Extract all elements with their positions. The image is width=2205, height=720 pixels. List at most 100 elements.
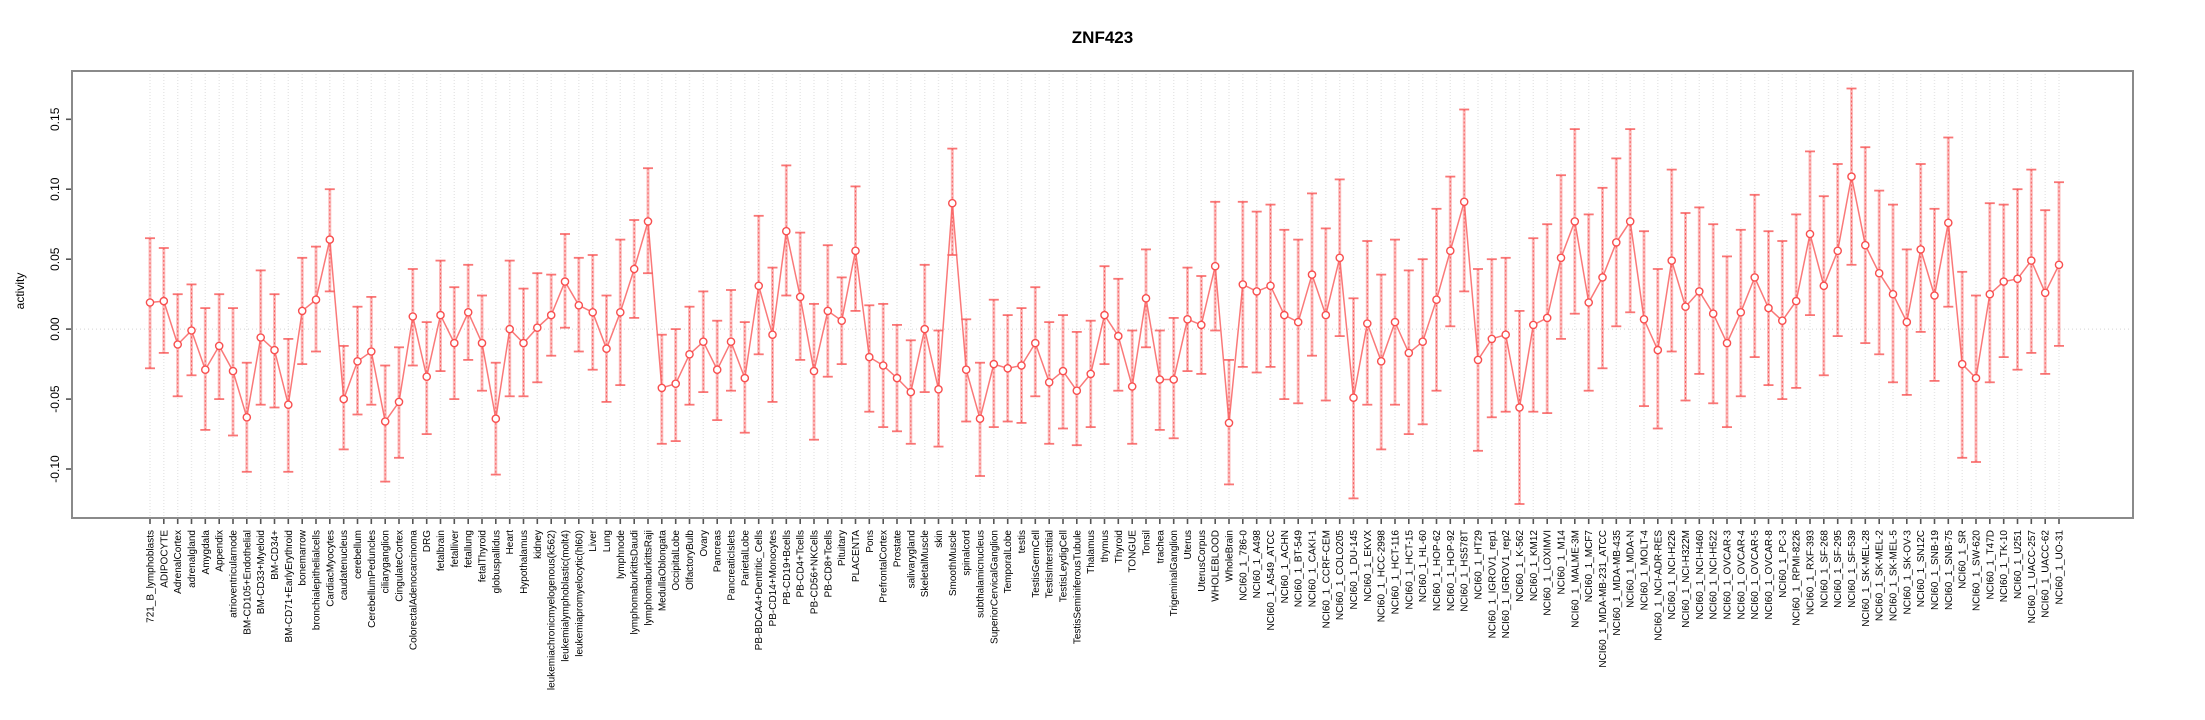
x-tick-label: SkeletalMuscle bbox=[920, 530, 931, 598]
x-tick-label: NCI60_1_SN12C bbox=[1916, 530, 1927, 607]
data-point bbox=[1280, 310, 1289, 320]
x-tick-label: NCI60_1_A498 bbox=[1252, 530, 1263, 599]
data-point bbox=[477, 338, 487, 348]
x-tick-label: NCI60_1_MDA-MB-231_ATCC bbox=[1598, 530, 1609, 668]
data-point bbox=[449, 338, 459, 348]
data-point bbox=[1266, 281, 1275, 291]
data-point bbox=[1861, 240, 1870, 250]
x-tick-label: PB-CD4+Tcells bbox=[796, 530, 807, 598]
x-tick-label: PrefrontalCortex bbox=[879, 530, 890, 603]
data-point bbox=[1625, 217, 1635, 226]
data-point bbox=[1169, 375, 1178, 384]
x-tick-label: NCI60_1_OVCAR-3 bbox=[1723, 530, 1734, 620]
x-tick-label: NCI60_1_NCI-H460 bbox=[1695, 530, 1706, 620]
data-point bbox=[865, 352, 874, 362]
x-tick-label: OccipitalLobe bbox=[671, 530, 682, 591]
data-point bbox=[1100, 310, 1109, 320]
data-point bbox=[1930, 291, 1939, 300]
x-tick-label: NCI60_1_IGROV1_rep1 bbox=[1487, 530, 1498, 639]
data-point bbox=[1210, 261, 1220, 271]
data-point bbox=[1363, 319, 1372, 328]
data-point bbox=[1238, 280, 1248, 289]
data-point bbox=[1612, 238, 1621, 247]
data-point bbox=[1985, 289, 1995, 299]
x-tick-label: ColorectalAdenocarcinoma bbox=[408, 530, 419, 651]
x-tick-label: Ovary bbox=[699, 530, 710, 557]
x-tick-label: NCI60_1_EKVX bbox=[1363, 530, 1374, 602]
data-point bbox=[574, 300, 584, 310]
data-point bbox=[989, 359, 999, 369]
x-tick-label: bronchialepithelialcells bbox=[312, 530, 323, 630]
x-tick-label: NCI60_1_LOXIMVI bbox=[1543, 530, 1554, 616]
x-tick-label: NCI60_1_T47D bbox=[1985, 530, 1996, 599]
x-tick-label: NCI60_1_OVCAR-8 bbox=[1764, 530, 1775, 620]
y-tick-label: -0.10 bbox=[48, 455, 62, 483]
x-tick-label: DRG bbox=[422, 530, 433, 552]
y-tick-label: -0.05 bbox=[48, 385, 62, 413]
data-point bbox=[920, 324, 930, 334]
x-tick-label: 721_B_lymphoblasts bbox=[146, 530, 157, 623]
data-point bbox=[2027, 256, 2036, 265]
data-point bbox=[795, 292, 805, 302]
data-point bbox=[2054, 260, 2064, 270]
x-tick-label: Heart bbox=[505, 530, 516, 555]
data-point bbox=[546, 310, 556, 320]
x-tick-label: NCI60_1_SF-268 bbox=[1819, 530, 1830, 608]
data-point bbox=[1708, 309, 1718, 319]
x-tick-label: NCI60_1_U251 bbox=[2013, 530, 2024, 599]
data-point bbox=[699, 337, 708, 347]
data-point bbox=[851, 246, 860, 256]
x-tick-label: NCI60_1_KM12 bbox=[1529, 530, 1540, 602]
x-tick-label: NCI60_1_786-0 bbox=[1238, 530, 1249, 601]
x-tick-label: skin bbox=[934, 530, 945, 548]
data-point bbox=[325, 235, 335, 244]
data-point bbox=[1957, 359, 1967, 369]
x-tick-label: leukemialymphoblastic(molt4) bbox=[561, 530, 572, 662]
data-point bbox=[1197, 320, 1206, 330]
data-point bbox=[1778, 316, 1787, 326]
x-tick-label: NCI60_1_RXF-393 bbox=[1806, 530, 1817, 615]
data-point bbox=[1833, 246, 1842, 256]
y-tick-label: 0.00 bbox=[48, 317, 62, 341]
x-tick-label: NCI60_1_TK-10 bbox=[1999, 530, 2010, 603]
data-point bbox=[1888, 289, 1898, 299]
x-tick-label: thymus bbox=[1100, 530, 1111, 562]
x-tick-label: Thalamus bbox=[1086, 530, 1097, 574]
data-point bbox=[1252, 287, 1261, 296]
data-point bbox=[975, 414, 985, 424]
data-point bbox=[629, 264, 639, 274]
x-tick-label: fetallung bbox=[464, 530, 475, 568]
data-point bbox=[173, 340, 182, 349]
data-point bbox=[934, 384, 943, 394]
x-tick-label: NCI60_1_SR bbox=[1958, 530, 1969, 589]
data-point bbox=[200, 365, 210, 375]
x-tick-label: NCI60_1_OVCAR-4 bbox=[1736, 530, 1747, 620]
plot-box bbox=[71, 70, 2134, 519]
data-point bbox=[228, 366, 238, 376]
x-tick-label: OlfactoryBulb bbox=[685, 530, 696, 590]
x-tick-label: BM-CD33+Myeloid bbox=[256, 530, 267, 614]
error-bars bbox=[145, 87, 2064, 505]
data-point bbox=[1529, 320, 1538, 330]
x-tick-label: NCI60_1_MOLT-4 bbox=[1640, 530, 1651, 611]
data-point bbox=[463, 307, 473, 317]
x-tick-label: NCI60_1_K-562 bbox=[1515, 530, 1526, 602]
data-point bbox=[1114, 331, 1123, 341]
x-tick-label: NCI60_1_ACHN bbox=[1280, 530, 1291, 603]
data-point bbox=[380, 417, 390, 426]
data-point bbox=[1681, 302, 1690, 312]
x-tick-label: TestisGermCell bbox=[1031, 530, 1042, 598]
data-point bbox=[754, 281, 764, 291]
x-tick-label: NCI60_1_SNB-75 bbox=[1944, 530, 1955, 610]
data-point bbox=[1293, 317, 1303, 327]
x-tick-label: NCI60_1_UO-31 bbox=[2055, 530, 2066, 605]
data-point bbox=[1224, 418, 1234, 428]
x-tick-label: PB-CD56+NKCells bbox=[810, 530, 821, 614]
data-point bbox=[712, 365, 722, 375]
x-tick-label: NCI60_1_COLO205 bbox=[1335, 530, 1346, 620]
data-point bbox=[1902, 317, 1912, 327]
x-tick-label: NCI60_1_HCC-2998 bbox=[1377, 530, 1388, 623]
x-tick-label: NCI60_1_HOP-62 bbox=[1432, 530, 1443, 612]
data-point bbox=[1944, 218, 1953, 228]
